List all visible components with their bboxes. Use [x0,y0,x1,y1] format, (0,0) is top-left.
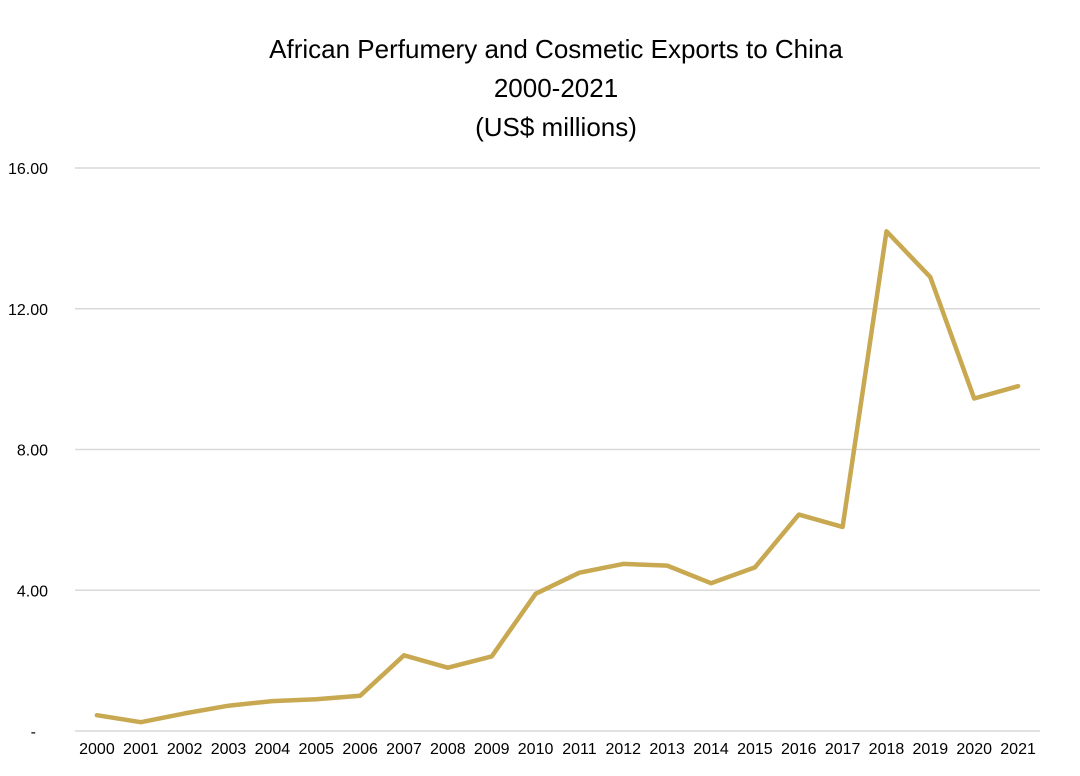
data-point [884,229,888,233]
data-point [797,513,801,517]
data-point [1016,384,1020,388]
x-tick-label: 2014 [693,741,729,758]
chart-title: African Perfumery and Cosmetic Exports t… [269,34,843,64]
y-tick-label: 4.00 [17,583,48,600]
series-line-0 [94,229,1021,725]
data-point [665,564,669,568]
data-point [139,720,143,724]
x-tick-label: 2013 [649,741,685,758]
data-point [358,694,362,698]
x-tick-label: 2003 [211,741,247,758]
x-tick-label: 2015 [737,741,773,758]
x-tick-label: 2016 [781,741,817,758]
x-tick-label: 2010 [518,741,554,758]
data-point [446,666,450,670]
data-point [753,565,757,569]
data-point [972,396,976,400]
x-tick-label: 2002 [167,741,203,758]
data-point [490,654,494,658]
data-point [841,525,845,529]
y-tick-label: - [31,724,36,741]
data-point [270,699,274,703]
y-tick-label: 12.00 [8,302,48,319]
x-tick-label: 2009 [474,741,510,758]
x-tick-label: 2012 [605,741,641,758]
x-tick-label: 2005 [298,741,334,758]
x-tick-label: 2011 [562,741,597,758]
y-tick-label: 8.00 [17,443,48,460]
x-tick-label: 2020 [956,741,992,758]
x-tick-label: 2021 [1000,741,1036,758]
x-tick-label: 2017 [825,741,861,758]
y-tick-label: 16.00 [8,161,48,178]
data-point [709,581,713,585]
data-point [183,711,187,715]
x-tick-label: 2004 [255,741,291,758]
x-tick-label: 2001 [123,741,159,758]
chart-subtitle-years: 2000-2021 [493,73,619,103]
x-tick-label: 2019 [913,741,949,758]
data-point [928,275,932,279]
x-tick-label: 2007 [386,741,422,758]
data-point [227,704,231,708]
data-point [577,571,581,575]
data-point [534,592,538,596]
data-point [314,697,318,701]
data-point [95,713,99,717]
x-tick-label: 2008 [430,741,466,758]
data-point [402,653,406,657]
x-tick-label: 2000 [79,741,115,758]
data-point [621,562,625,566]
chart-subtitle-units: (US$ millions) [475,112,637,142]
x-tick-label: 2018 [869,741,905,758]
x-tick-label: 2006 [342,741,378,758]
chart-title-block: African Perfumery and Cosmetic Exports t… [0,30,1080,147]
